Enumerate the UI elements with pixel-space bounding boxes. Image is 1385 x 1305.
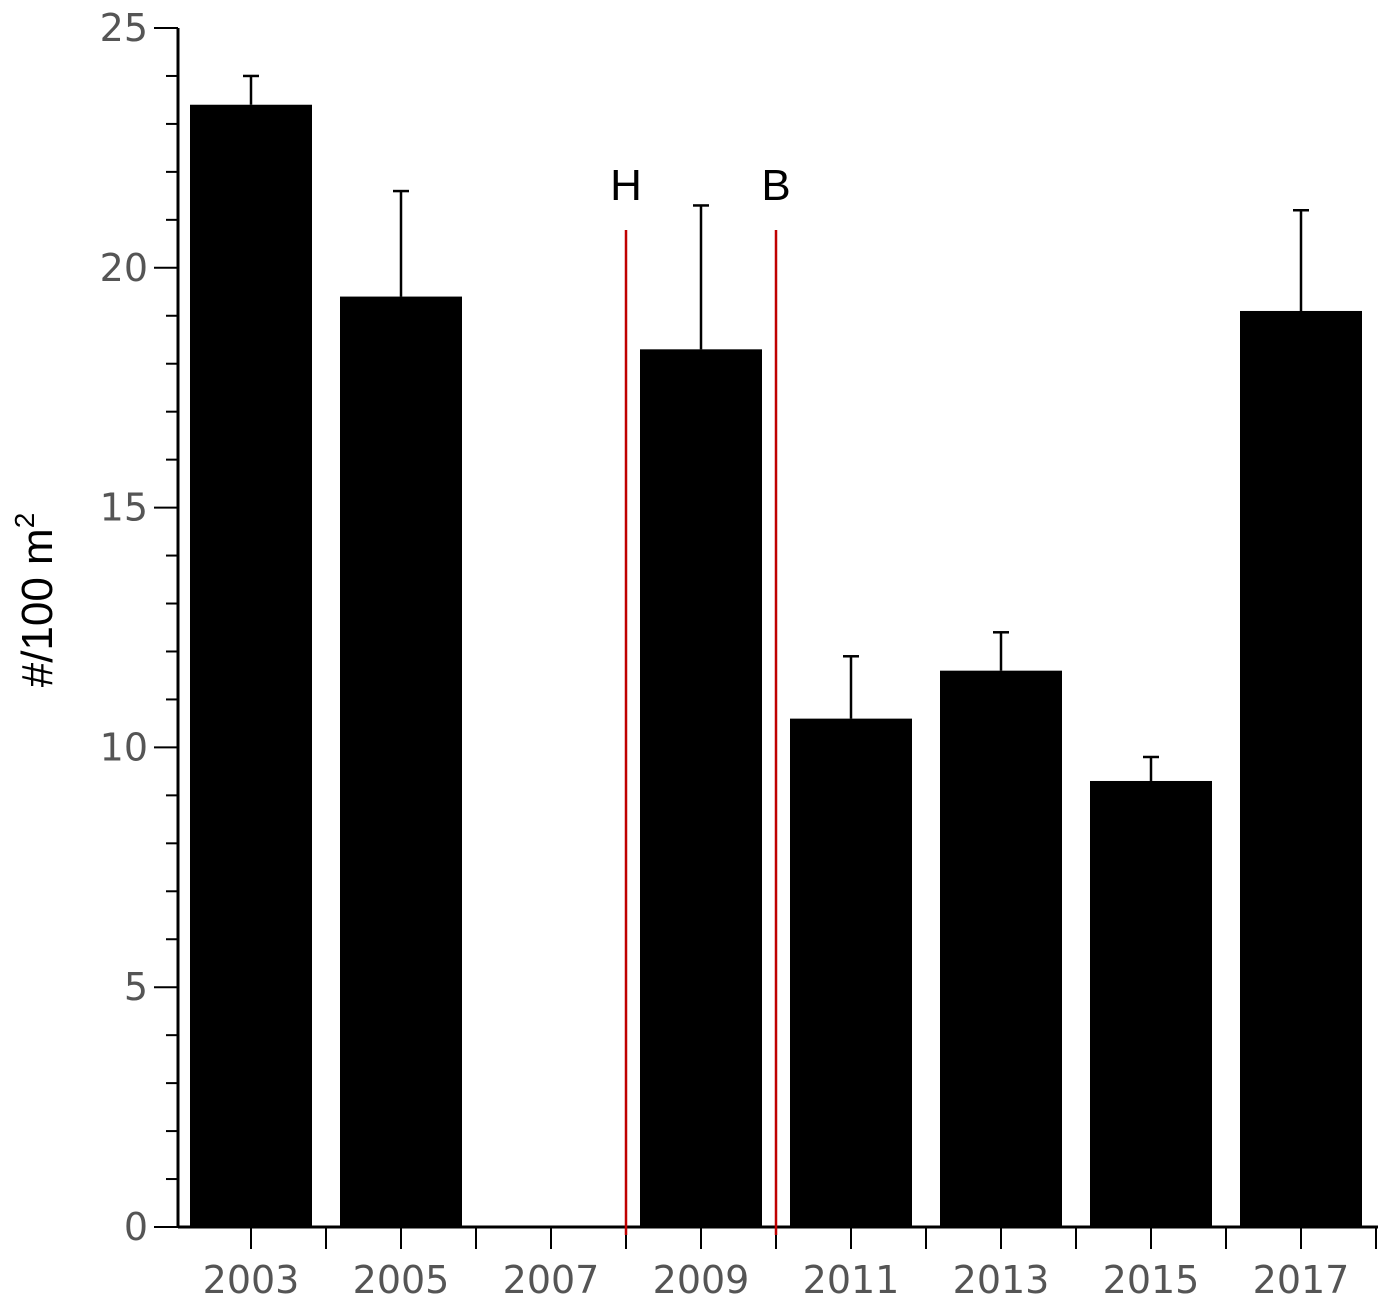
y-axis: 0 5 10 15 20 25 [100, 6, 180, 1249]
x-tick-label: 2009 [653, 1258, 750, 1302]
x-tick-label: 2003 [203, 1258, 300, 1302]
bars [190, 104, 1362, 1228]
y-tick-label: 15 [100, 486, 148, 530]
bar [1090, 780, 1212, 1227]
y-tick-label: 5 [124, 965, 148, 1009]
y-axis-label-superscript: 2 [9, 513, 40, 529]
x-tick-label: 2017 [1253, 1258, 1350, 1302]
x-tick-label: 2005 [353, 1258, 450, 1302]
marker-label-B: B [761, 161, 790, 210]
bar [1240, 310, 1362, 1227]
y-tick-label: 0 [124, 1205, 148, 1249]
bar [340, 296, 462, 1227]
x-tick-label: 2007 [503, 1258, 600, 1302]
y-tick-label: 25 [100, 6, 148, 50]
y-axis-label: #/100 m2 [9, 513, 62, 688]
y-axis-label-text: #/100 m [13, 528, 62, 687]
x-tick-label: 2013 [953, 1258, 1050, 1302]
x-tick-label: 2011 [803, 1258, 900, 1302]
bar [940, 670, 1062, 1227]
marker-label-H: H [610, 161, 642, 210]
bar [190, 104, 312, 1228]
x-axis: 2003 2005 2007 2009 2011 2013 2015 2017 [178, 1225, 1378, 1302]
y-tick-label: 20 [100, 246, 148, 290]
y-tick-label: 10 [100, 725, 148, 769]
error-bars [243, 74, 1309, 781]
x-tick-label: 2015 [1103, 1258, 1200, 1302]
bar [640, 349, 762, 1227]
bar [790, 718, 912, 1227]
